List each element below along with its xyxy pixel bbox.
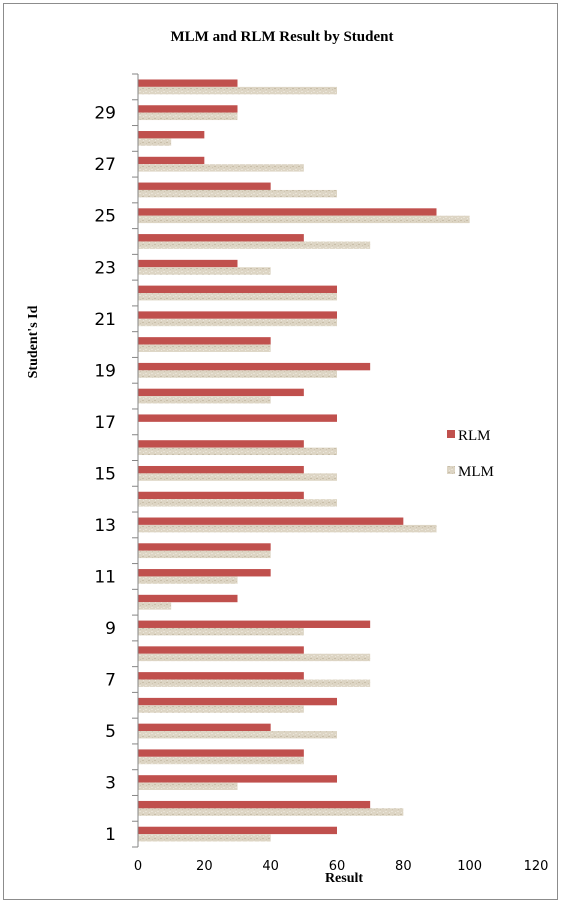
bar-mlm-student-15 (138, 473, 337, 481)
y-axis-title: Student's Id (26, 305, 41, 378)
bar-mlm-student-24 (138, 241, 371, 249)
bar-mlm-student-18 (138, 396, 271, 404)
bar-mlm-student-13 (138, 524, 437, 533)
bar-mlm-student-5 (138, 731, 337, 739)
x-tick-label-20: 20 (196, 859, 213, 874)
legend-label-rlm: RLM (458, 428, 491, 444)
bar-rlm-student-13 (138, 517, 404, 525)
legend-label-mlm: MLM (458, 464, 494, 480)
bar-mlm-student-8 (138, 653, 371, 662)
y-tick-label-21: 21 (94, 310, 116, 330)
x-tick-label-80: 80 (395, 859, 412, 874)
y-tick-label-23: 23 (94, 258, 116, 278)
bar-mlm-student-19 (138, 370, 337, 378)
bar-chart: MLM and RLM Result by Student Student's … (26, 29, 549, 886)
bar-mlm-student-14 (138, 499, 337, 507)
y-tick-label-15: 15 (94, 464, 116, 484)
bar-rlm-student-30 (138, 79, 238, 87)
bar-mlm-student-10 (138, 602, 172, 610)
bar-mlm-student-29 (138, 112, 238, 121)
y-tick-label-7: 7 (105, 671, 116, 691)
x-tick-label-0: 0 (134, 859, 142, 874)
y-tick-label-29: 29 (94, 104, 116, 124)
y-tick-label-25: 25 (94, 207, 116, 227)
bar-rlm-student-29 (138, 105, 238, 113)
x-tick-label-120: 120 (524, 859, 549, 874)
legend: RLM MLM (447, 428, 494, 480)
bar-mlm-student-11 (138, 576, 238, 584)
bar-rlm-student-11 (138, 569, 271, 577)
bar-mlm-student-27 (138, 164, 304, 172)
y-tick-label-19: 19 (94, 361, 116, 381)
x-tick-label-40: 40 (262, 859, 279, 874)
bar-mlm-student-3 (138, 782, 238, 790)
bar-mlm-student-6 (138, 705, 304, 713)
x-axis-title: Result (325, 871, 363, 886)
y-tick-label-17: 17 (94, 413, 116, 433)
bar-rlm-student-6 (138, 697, 337, 706)
bar-mlm-student-16 (138, 447, 337, 456)
bar-rlm-student-20 (138, 337, 271, 345)
y-tick-label-27: 27 (94, 155, 116, 175)
bar-rlm-student-23 (138, 259, 238, 268)
bar-mlm-student-2 (138, 808, 404, 816)
bar-rlm-student-27 (138, 156, 205, 165)
y-tick-label-13: 13 (94, 516, 116, 536)
bar-rlm-student-25 (138, 208, 437, 216)
chart-frame: MLM and RLM Result by Student Student's … (3, 3, 558, 900)
bar-rlm-student-3 (138, 775, 337, 783)
bar-rlm-student-14 (138, 491, 304, 500)
bar-rlm-student-9 (138, 620, 371, 628)
bar-rlm-student-26 (138, 182, 271, 190)
bar-rlm-student-21 (138, 311, 337, 319)
bar-mlm-student-22 (138, 293, 337, 301)
legend-swatch-rlm (447, 430, 455, 438)
bar-mlm-student-7 (138, 679, 371, 687)
bars-layer (138, 79, 470, 842)
bar-mlm-student-30 (138, 86, 337, 95)
bar-mlm-student-28 (138, 138, 172, 146)
bar-mlm-student-21 (138, 318, 337, 327)
bar-rlm-student-16 (138, 440, 304, 448)
x-tick-label-100: 100 (457, 859, 482, 874)
chart-title: MLM and RLM Result by Student (171, 29, 394, 45)
bar-rlm-student-4 (138, 749, 304, 757)
bar-rlm-student-15 (138, 465, 304, 474)
x-tick-label-60: 60 (329, 859, 346, 874)
bar-mlm-student-25 (138, 215, 470, 224)
bar-rlm-student-1 (138, 826, 337, 835)
legend-swatch-mlm (447, 466, 455, 474)
bar-mlm-student-23 (138, 267, 271, 275)
y-tick-label-11: 11 (94, 567, 116, 587)
bar-rlm-student-8 (138, 646, 304, 654)
y-tick-label-3: 3 (105, 774, 116, 794)
bar-rlm-student-7 (138, 672, 304, 680)
bar-rlm-student-10 (138, 594, 238, 603)
bar-mlm-student-9 (138, 627, 304, 636)
bar-mlm-student-1 (138, 834, 271, 842)
bar-rlm-student-17 (138, 414, 337, 422)
bar-mlm-student-4 (138, 756, 304, 765)
bar-rlm-student-18 (138, 388, 304, 397)
y-tick-label-9: 9 (105, 619, 116, 639)
bar-rlm-student-12 (138, 543, 271, 551)
bar-rlm-student-22 (138, 285, 337, 294)
bar-rlm-student-28 (138, 131, 205, 139)
y-tick-label-5: 5 (105, 722, 116, 742)
bar-rlm-student-24 (138, 234, 304, 242)
bar-rlm-student-19 (138, 362, 371, 371)
bar-rlm-student-5 (138, 723, 271, 732)
bar-mlm-student-12 (138, 550, 271, 559)
y-tick-label-1: 1 (105, 825, 116, 845)
bar-mlm-student-20 (138, 344, 271, 352)
bar-mlm-student-26 (138, 189, 337, 198)
bar-rlm-student-2 (138, 800, 371, 809)
